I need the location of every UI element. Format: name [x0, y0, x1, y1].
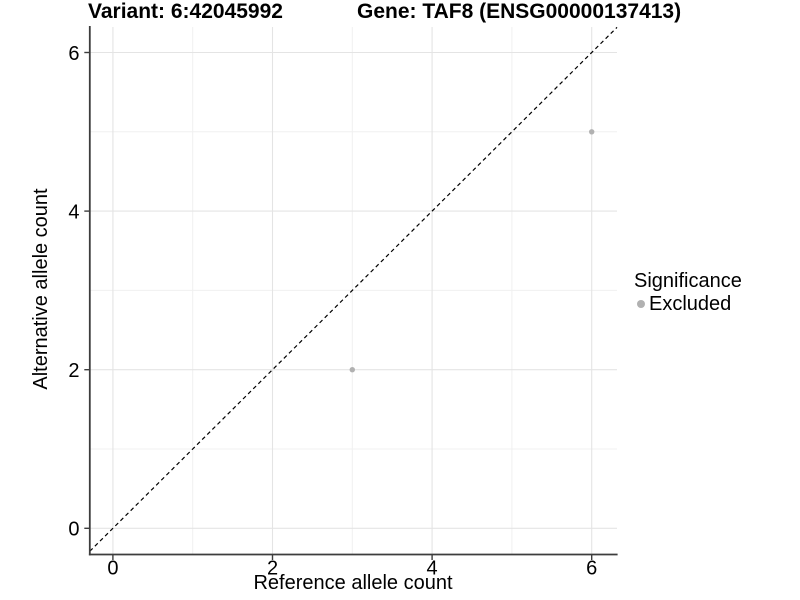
y-axis-title: Alternative allele count [30, 188, 52, 390]
identity-line [89, 26, 618, 552]
legend-entry: Excluded [634, 293, 742, 315]
legend: Significance Excluded [634, 270, 742, 315]
y-tick-label: 2 [68, 360, 79, 382]
x-axis-title: Reference allele count [253, 572, 453, 594]
x-tick-label: 2 [267, 558, 278, 580]
legend-title: Significance [634, 270, 742, 292]
data-point [349, 367, 355, 373]
x-tick-label: 0 [107, 558, 118, 580]
y-tick-label: 4 [68, 201, 79, 223]
plot-title-gene: Gene: TAF8 (ENSG00000137413) [357, 0, 682, 23]
legend-point-icon [637, 300, 645, 308]
y-tick-label: 6 [68, 43, 79, 65]
x-tick-label: 6 [586, 558, 597, 580]
legend-entry-label: Excluded [649, 293, 732, 315]
data-point [589, 129, 595, 135]
y-tick-label: 0 [68, 519, 79, 541]
plot-title-variant: Variant: 6:42045992 [88, 0, 283, 23]
x-tick-label: 4 [427, 558, 438, 580]
